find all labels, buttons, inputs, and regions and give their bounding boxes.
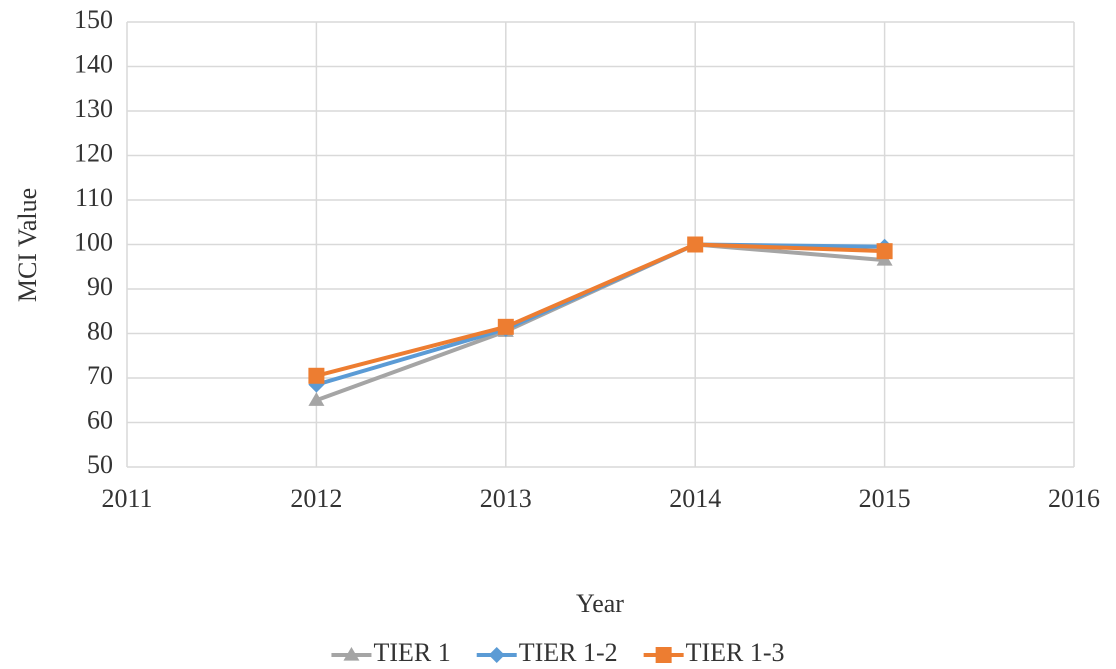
data-point: [308, 392, 325, 406]
legend-marker: [343, 647, 360, 661]
x-axis-title: Year: [576, 589, 624, 618]
y-tick-label: 140: [74, 49, 113, 78]
y-tick-label: 110: [75, 183, 113, 212]
data-point: [687, 236, 704, 253]
y-tick-label: 80: [87, 316, 113, 345]
series-line: [315, 242, 885, 403]
y-tick-label: 100: [74, 227, 113, 256]
y-axis-title: MCI Value: [13, 188, 42, 302]
data-point: [497, 318, 514, 335]
series-line: [315, 242, 885, 387]
data-point: [308, 367, 325, 384]
legend-label: TIER 1-3: [686, 638, 785, 667]
y-tick-label: 50: [87, 450, 113, 479]
x-tick-label: 2016: [1048, 484, 1100, 513]
series-line: [315, 242, 885, 378]
x-tick-label: 2015: [859, 484, 911, 513]
data-point: [876, 243, 893, 260]
legend-label: TIER 1: [373, 638, 450, 667]
y-tick-label: 130: [74, 94, 113, 123]
y-tick-label: 60: [87, 405, 113, 434]
legend-label: TIER 1-2: [519, 638, 618, 667]
legend-marker: [488, 647, 505, 663]
x-tick-label: 2013: [480, 484, 532, 513]
y-tick-label: 70: [87, 361, 113, 390]
x-tick-label: 2014: [669, 484, 721, 513]
legend-marker: [655, 647, 672, 663]
x-tick-label: 2012: [290, 484, 342, 513]
y-tick-label: 120: [74, 138, 113, 167]
x-tick-label: 2011: [101, 484, 152, 513]
y-tick-label: 150: [74, 5, 113, 34]
y-tick-label: 90: [87, 272, 113, 301]
